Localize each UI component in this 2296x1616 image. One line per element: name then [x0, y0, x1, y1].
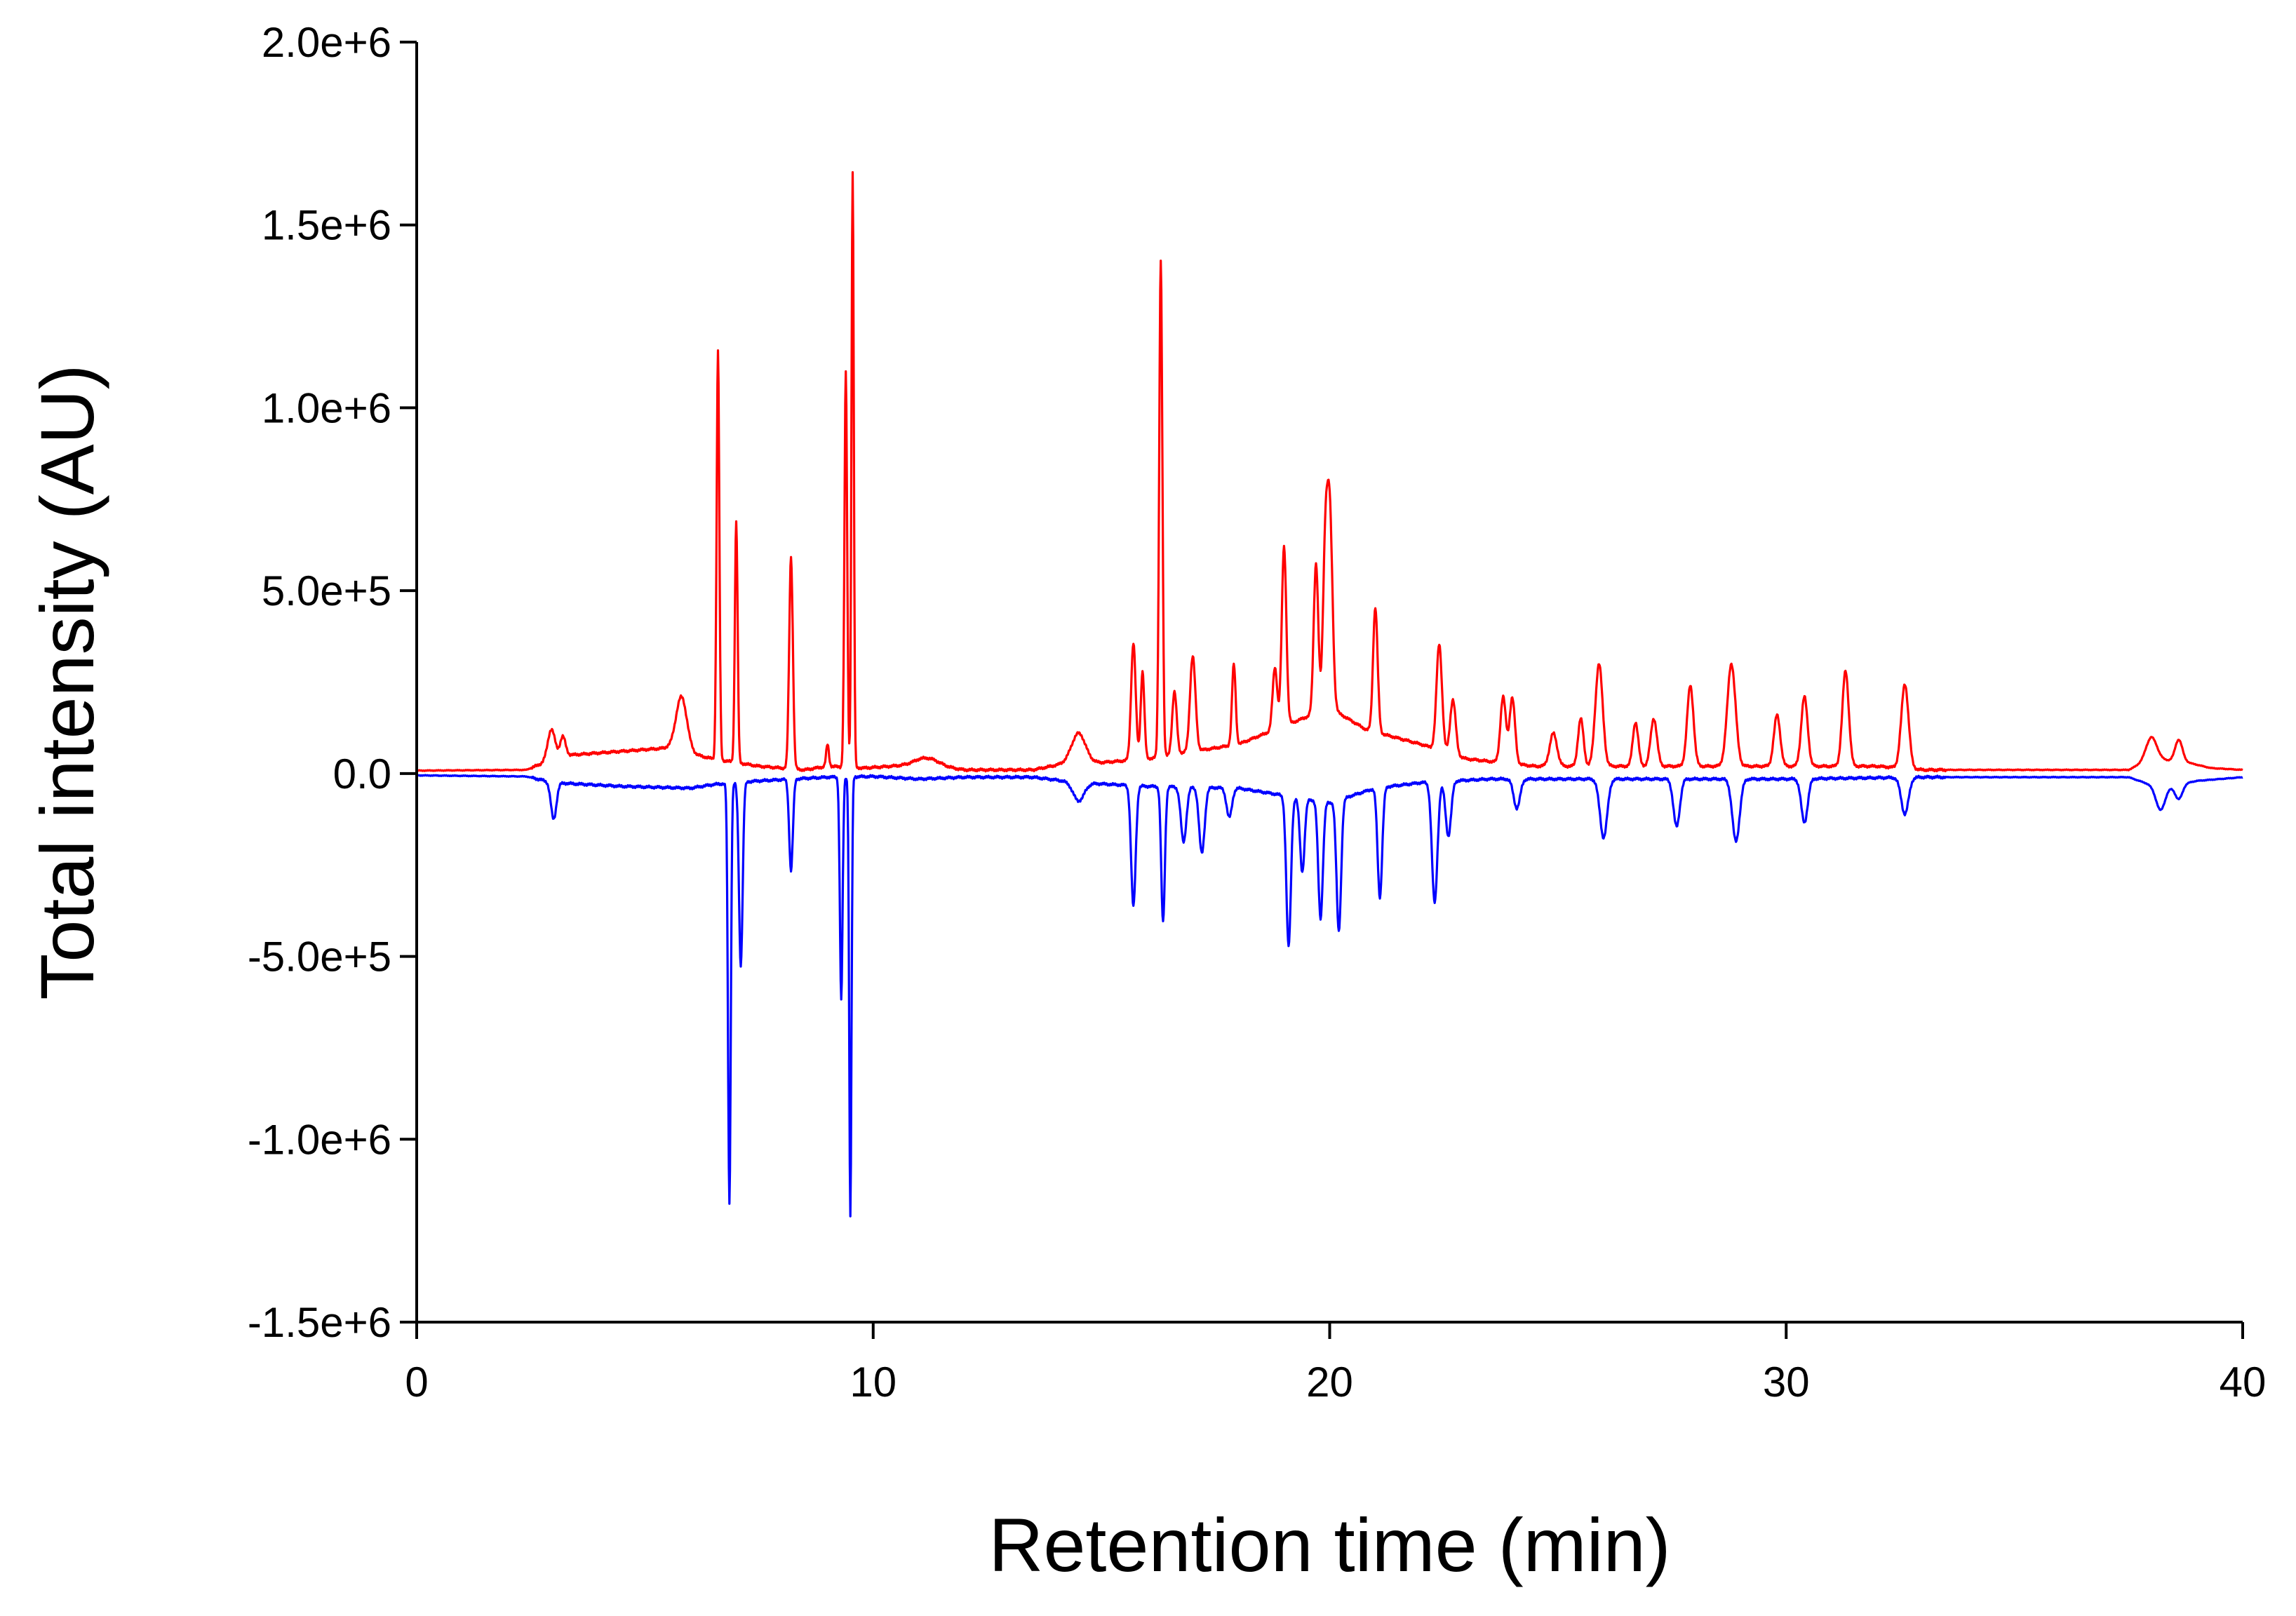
series-line-lower: [416, 774, 2243, 1218]
x-ticks: 0 10 20 30 40: [405, 1322, 2266, 1406]
y-ticks: 2.0e+6 1.5e+6 1.0e+6 5.0e+5 0.0 -5.0e+5 -1.0e+…: [248, 19, 417, 1346]
x-tick-label: 40: [2220, 1359, 2267, 1406]
x-tick-label: 0: [405, 1359, 428, 1406]
plot-lines: [416, 171, 2243, 1218]
y-tick-label: -5.0e+5: [248, 934, 391, 981]
y-tick-label: 2.0e+6: [262, 19, 391, 66]
y-tick-label: 1.5e+6: [262, 202, 391, 249]
x-tick-label: 20: [1306, 1359, 1353, 1406]
series-line-upper: [416, 171, 2243, 773]
y-tick-label: -1.5e+6: [248, 1299, 391, 1346]
y-tick-label: 5.0e+5: [262, 567, 391, 614]
x-tick-label: 10: [850, 1359, 897, 1406]
x-tick-label: 30: [1763, 1359, 1810, 1406]
y-tick-label: 1.0e+6: [262, 384, 391, 431]
y-tick-label: 0.0: [333, 750, 391, 797]
y-axis-title: Total intensity (AU): [25, 364, 109, 999]
axes: 2.0e+6 1.5e+6 1.0e+6 5.0e+5 0.0 -5.0e+5 -1.0e+…: [248, 19, 2267, 1406]
y-tick-label: -1.0e+6: [248, 1116, 391, 1163]
x-axis-title: Retention time (min): [988, 1502, 1670, 1587]
